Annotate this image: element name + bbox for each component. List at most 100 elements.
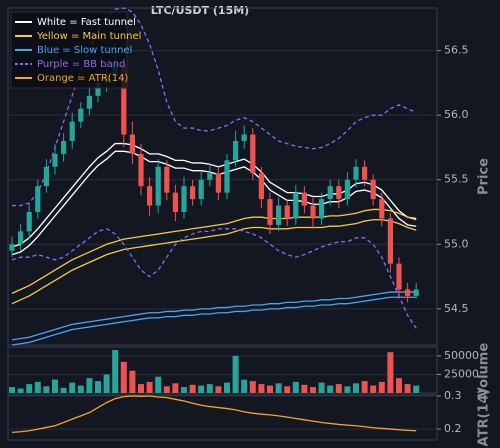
candle-body	[336, 186, 342, 200]
panel-frame	[7, 394, 438, 441]
line	[11, 219, 417, 305]
volume-bar	[86, 378, 93, 393]
panel-frame	[7, 346, 438, 394]
candle-body	[319, 199, 325, 219]
y-axis-label: ATR(14)	[477, 389, 492, 447]
volume-bar	[189, 384, 196, 393]
candle-body	[86, 95, 92, 109]
volume-bar	[258, 384, 265, 393]
volume-bar	[413, 385, 420, 393]
y-axis-label: Volume	[477, 343, 492, 398]
volume-bar	[241, 379, 248, 393]
volume-bar	[43, 386, 50, 393]
candle-body	[241, 134, 247, 141]
volume-bar	[361, 381, 368, 393]
candle-body	[9, 244, 15, 251]
line	[11, 208, 417, 294]
volume-bar	[206, 384, 213, 393]
volume-bar	[95, 381, 101, 393]
legend-label: Yellow = Main tunnel	[36, 31, 141, 42]
candle-body	[78, 108, 84, 122]
candle-body	[258, 173, 264, 200]
candle-body	[379, 199, 385, 219]
candle-body	[327, 186, 333, 200]
candle-body	[61, 140, 67, 154]
candle-body	[69, 121, 75, 141]
volume-bar	[353, 383, 359, 393]
volume-bar	[52, 379, 58, 393]
candle-body	[138, 153, 144, 187]
candle-body	[164, 166, 170, 193]
candle-body	[284, 205, 290, 219]
volume-bar	[267, 385, 273, 393]
line	[11, 291, 417, 341]
y-tick-label: 54.5	[444, 302, 469, 315]
volume-bar	[396, 378, 402, 393]
legend: White = Fast tunnel Yellow = Main tunnel B…	[10, 11, 141, 89]
y-tick-label: 55.5	[444, 173, 469, 186]
y-tick-label: 25000	[444, 367, 479, 380]
legend-label: White = Fast tunnel	[37, 17, 136, 28]
chart-title: LTC/USDT (15M)	[151, 4, 249, 17]
candle-body	[233, 140, 239, 161]
candle-body	[215, 173, 221, 193]
volume-bar	[9, 387, 15, 393]
legend-label: Orange = ATR(14)	[37, 73, 128, 84]
volume-bar	[60, 387, 67, 393]
volume-bar	[318, 382, 325, 393]
volume-bar	[370, 385, 377, 393]
candle-body	[181, 186, 187, 213]
legend-label: Purple = BB band	[37, 59, 125, 70]
candle-body	[52, 153, 58, 167]
candle-body	[121, 63, 127, 135]
volume-bar	[249, 381, 256, 393]
y-tick-label: 50000	[444, 349, 479, 362]
panel-frame	[7, 7, 438, 346]
candle-body	[18, 231, 24, 245]
candle-body	[353, 166, 359, 180]
candle-body	[26, 212, 32, 232]
candle-body	[35, 186, 41, 213]
volume-bar	[181, 387, 187, 393]
volume-bar	[301, 384, 308, 393]
volume-bar	[172, 383, 179, 393]
y-tick-label: 56.0	[444, 108, 469, 121]
candle-body	[172, 192, 178, 213]
volume-bar	[17, 388, 24, 393]
volume-bar	[275, 383, 282, 393]
volume-bar	[77, 385, 84, 393]
candle-body	[95, 82, 101, 96]
volume-bar	[163, 386, 170, 393]
y-tick-label: 56.5	[444, 44, 469, 57]
candle-body	[43, 166, 49, 187]
legend-label: Blue = Slow tunnel	[37, 45, 132, 56]
candle-body	[344, 179, 350, 200]
candle-body	[413, 289, 419, 296]
volume-bar	[112, 349, 119, 393]
candle-body	[198, 179, 204, 200]
candle-body	[387, 218, 393, 264]
volume-bar	[327, 385, 334, 393]
candle-body	[276, 205, 282, 225]
volume-bar	[378, 381, 385, 393]
volume-bar	[146, 381, 153, 393]
volume-bar	[155, 376, 162, 393]
y-tick-label: 55.0	[444, 237, 469, 250]
candle-body	[293, 192, 299, 219]
candle-body	[129, 134, 135, 154]
line	[11, 395, 417, 434]
line	[11, 296, 417, 346]
volume-bar	[292, 381, 299, 393]
candle-body	[310, 205, 316, 219]
candle-body	[405, 289, 411, 296]
candle-body	[396, 263, 402, 290]
candle-body	[147, 186, 153, 206]
candle-body	[301, 192, 307, 206]
volume-bar	[335, 384, 342, 393]
candle-body	[155, 166, 161, 206]
y-tick-label: 0.2	[444, 422, 462, 435]
line	[11, 228, 417, 329]
volume-bar	[69, 382, 76, 393]
volume-bar	[387, 352, 394, 393]
